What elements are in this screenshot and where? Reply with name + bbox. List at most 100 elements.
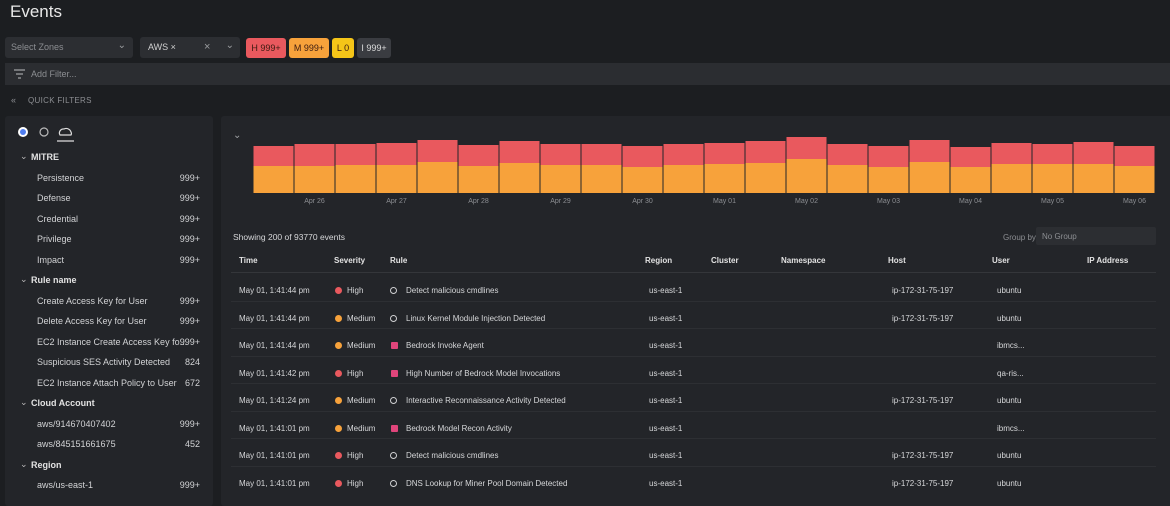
bar-segment [458, 166, 499, 193]
group-chevron: ⌄ [20, 458, 28, 469]
cell-region: us-east-1 [649, 313, 683, 323]
cell-rule: Detect malicious cmdlines [406, 286, 499, 295]
rule-icon [390, 452, 397, 459]
bar-segment [950, 167, 991, 193]
severity-dot [335, 479, 342, 487]
row-divider [231, 465, 1156, 467]
group-title[interactable]: Region [31, 459, 62, 470]
filter-item[interactable]: Create Access Key for User [37, 295, 148, 306]
bar-segment [663, 144, 704, 165]
account-chip: AWS × [148, 42, 176, 52]
clear-icon: × [204, 41, 211, 53]
cell-time[interactable]: May 01, 1:41:01 pm [239, 423, 310, 433]
column-header[interactable]: Severity [334, 256, 366, 265]
rule-icon [390, 479, 397, 487]
cell-severity: High [347, 451, 364, 460]
cell-time[interactable]: May 01, 1:41:01 pm [239, 451, 310, 460]
cell-region: us-east-1 [649, 341, 683, 350]
chart-toggle[interactable]: ⌄ [233, 130, 242, 141]
bar-segment [827, 165, 868, 193]
cell-region: us-east-1 [649, 368, 683, 378]
cell-user: ubuntu [997, 478, 1022, 488]
severity-dot [335, 369, 342, 377]
bar-segment [663, 165, 704, 193]
column-header[interactable]: Namespace [781, 256, 826, 265]
bar-segment [253, 146, 294, 166]
row-divider [231, 383, 1156, 384]
filter-item[interactable]: aws/845151661675 [37, 439, 116, 449]
filter-bar[interactable]: Add Filter... [5, 63, 1170, 85]
filter-item[interactable]: EC2 Instance Attach Policy to User [37, 377, 177, 388]
column-header[interactable]: User [992, 256, 1010, 265]
cell-time[interactable]: May 01, 1:41:24 pm [239, 396, 310, 405]
cell-time[interactable]: May 01, 1:41:44 pm [239, 286, 310, 295]
bar-segment [704, 143, 745, 164]
severity-dot [335, 397, 342, 404]
severity-chip[interactable]: L 0 [332, 38, 354, 58]
group-by-label: Group by [1003, 233, 1036, 242]
cell-region: us-east-1 [649, 396, 683, 405]
cell-time[interactable]: May 01, 1:41:01 pm [239, 478, 310, 488]
chevron: ⌄ [117, 40, 126, 51]
filter-count: 999+ [179, 234, 200, 244]
group-by-value: No Group [1042, 232, 1077, 241]
filter-placeholder: Add Filter... [31, 69, 77, 79]
severity-chip[interactable]: M 999+ [289, 38, 329, 58]
group-title[interactable]: Rule name [31, 275, 77, 285]
cell-time[interactable]: May 01, 1:41:44 pm [239, 313, 310, 323]
histogram: Apr 26 Apr 27 Apr 28 Apr 29 Apr 30 May 01 May … [253, 137, 1155, 205]
bar-segment [991, 164, 1032, 193]
chevron: ⌄ [225, 40, 234, 51]
filter-item[interactable]: Delete Access Key for User [37, 316, 147, 326]
severity-chip[interactable]: I 999+ [357, 38, 391, 58]
bar-segment [868, 167, 909, 193]
zone-select[interactable]: Select Zones ⌄ [5, 37, 133, 58]
filter-item[interactable]: aws/914670407402 [37, 418, 116, 429]
bar-segment [745, 141, 786, 163]
cell-host: ip-172-31-75-197 [892, 286, 954, 295]
filter-item[interactable]: Impact [37, 254, 65, 265]
cell-time[interactable]: May 01, 1:41:42 pm [239, 368, 310, 378]
filter-item[interactable]: Suspicious SES Activity Detected [37, 357, 171, 367]
cell-region: us-east-1 [649, 451, 683, 460]
group-title[interactable]: Cloud Account [31, 398, 95, 408]
column-header[interactable]: Region [645, 256, 673, 265]
group-title[interactable]: MITRE [31, 152, 59, 162]
column-header[interactable]: Cluster [711, 256, 739, 265]
cell-severity: High [347, 286, 364, 295]
severity-chip[interactable]: H 999+ [246, 38, 286, 58]
bar-segment [499, 141, 540, 163]
x-tick-label: Apr 30 [632, 198, 653, 205]
cell-user: ubuntu [997, 313, 1022, 323]
filter-item[interactable]: EC2 Instance Create Access Key fo... [37, 336, 188, 347]
collapse-icon[interactable]: « [11, 95, 17, 105]
bar-segment [294, 144, 335, 166]
group-by-select[interactable]: No Group [1036, 227, 1156, 245]
cell-severity: Medium [347, 423, 376, 433]
column-header[interactable]: Rule [390, 256, 408, 265]
filter-item[interactable]: Defense [37, 193, 71, 203]
rule-icon [390, 314, 397, 322]
bar-segment [991, 143, 1032, 164]
cell-user: ibmcs... [997, 423, 1025, 433]
filter-count: 999+ [179, 295, 200, 306]
account-select[interactable]: AWS × × ⌄ [140, 37, 240, 58]
column-header[interactable]: Host [888, 256, 906, 265]
rule-icon [390, 287, 397, 294]
cell-user: ubuntu [997, 451, 1022, 460]
bar-segment [294, 166, 335, 193]
header-divider [231, 272, 1156, 273]
filter-count: 999+ [179, 193, 200, 203]
column-header[interactable]: IP Address [1087, 256, 1129, 265]
filter-item[interactable]: Persistence [37, 172, 85, 183]
cell-severity: High [347, 478, 364, 488]
filter-item[interactable]: Credential [37, 213, 79, 224]
cell-time[interactable]: May 01, 1:41:44 pm [239, 341, 310, 350]
bar-segment [827, 144, 868, 165]
bar-segment [868, 146, 909, 167]
column-header[interactable]: Time [239, 256, 258, 265]
cell-severity: Medium [347, 396, 376, 405]
events-page: Events Select Zones ⌄ AWS × × ⌄ H 999+ M … [5, 2, 1170, 490]
filter-item[interactable]: aws/us-east-1 [37, 480, 94, 490]
filter-item[interactable]: Privilege [37, 234, 72, 244]
